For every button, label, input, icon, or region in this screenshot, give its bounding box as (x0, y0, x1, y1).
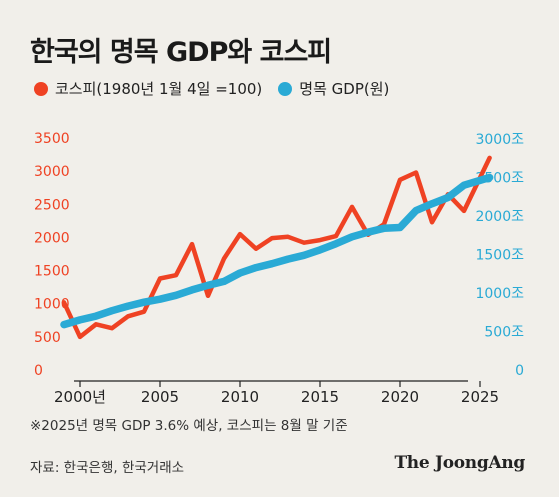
right-tick-label: 1000조 (475, 286, 524, 302)
right-tick-label: 3000조 (475, 132, 524, 148)
x-tick-label: 2020 (381, 388, 419, 406)
left-tick-label: 1000 (34, 297, 70, 313)
publisher-logo: The JoongAng (394, 453, 525, 473)
x-tick-label: 2025 (461, 388, 499, 406)
series-line-gdp (60, 173, 494, 329)
left-tick-label: 2500 (34, 197, 70, 213)
x-tick-label: 2010 (221, 388, 259, 406)
x-tick-label: 2000년 (54, 388, 106, 406)
right-tick-label: 500조 (484, 325, 524, 341)
source-credit: 자료: 한국은행, 한국거래소 (30, 460, 185, 476)
left-axis-ticks: 0 500 1000 1500 2000 2500 3000 3500 (34, 131, 70, 379)
legend-marker-kospi (34, 81, 48, 96)
legend-item-kospi: 코스피(1980년 1월 4일 =100) (34, 78, 262, 99)
x-tick-label: 2015 (301, 388, 339, 406)
chart-title: 한국의 명목 GDP와 코스피 (30, 37, 332, 68)
x-tick-label: 2005 (141, 388, 179, 406)
chart-note: ※2025년 명목 GDP 3.6% 예상, 코스피는 8월 말 기준 (30, 418, 348, 434)
series-line-kospi (61, 155, 492, 340)
chart-legend: 코스피(1980년 1월 4일 =100) 명목 GDP(원) (34, 78, 405, 99)
legend-label-gdp: 명목 GDP(원) (299, 80, 390, 98)
legend-label-kospi: 코스피(1980년 1월 4일 =100) (55, 80, 263, 98)
right-tick-label: 0 (515, 363, 524, 379)
legend-item-gdp: 명목 GDP(원) (278, 78, 389, 99)
right-tick-label: 2000조 (475, 209, 524, 225)
left-tick-label: 500 (34, 330, 61, 346)
left-tick-label: 3000 (34, 164, 70, 180)
x-axis-ticks: 2000년 2005 2010 2015 2020 2025 (54, 381, 499, 406)
left-tick-label: 0 (34, 363, 43, 379)
left-tick-label: 3500 (34, 131, 70, 147)
right-tick-label: 1500조 (475, 248, 524, 264)
left-tick-label: 2000 (34, 230, 70, 246)
left-tick-label: 1500 (34, 264, 70, 280)
legend-marker-gdp (278, 81, 293, 96)
series-layer (60, 155, 494, 340)
